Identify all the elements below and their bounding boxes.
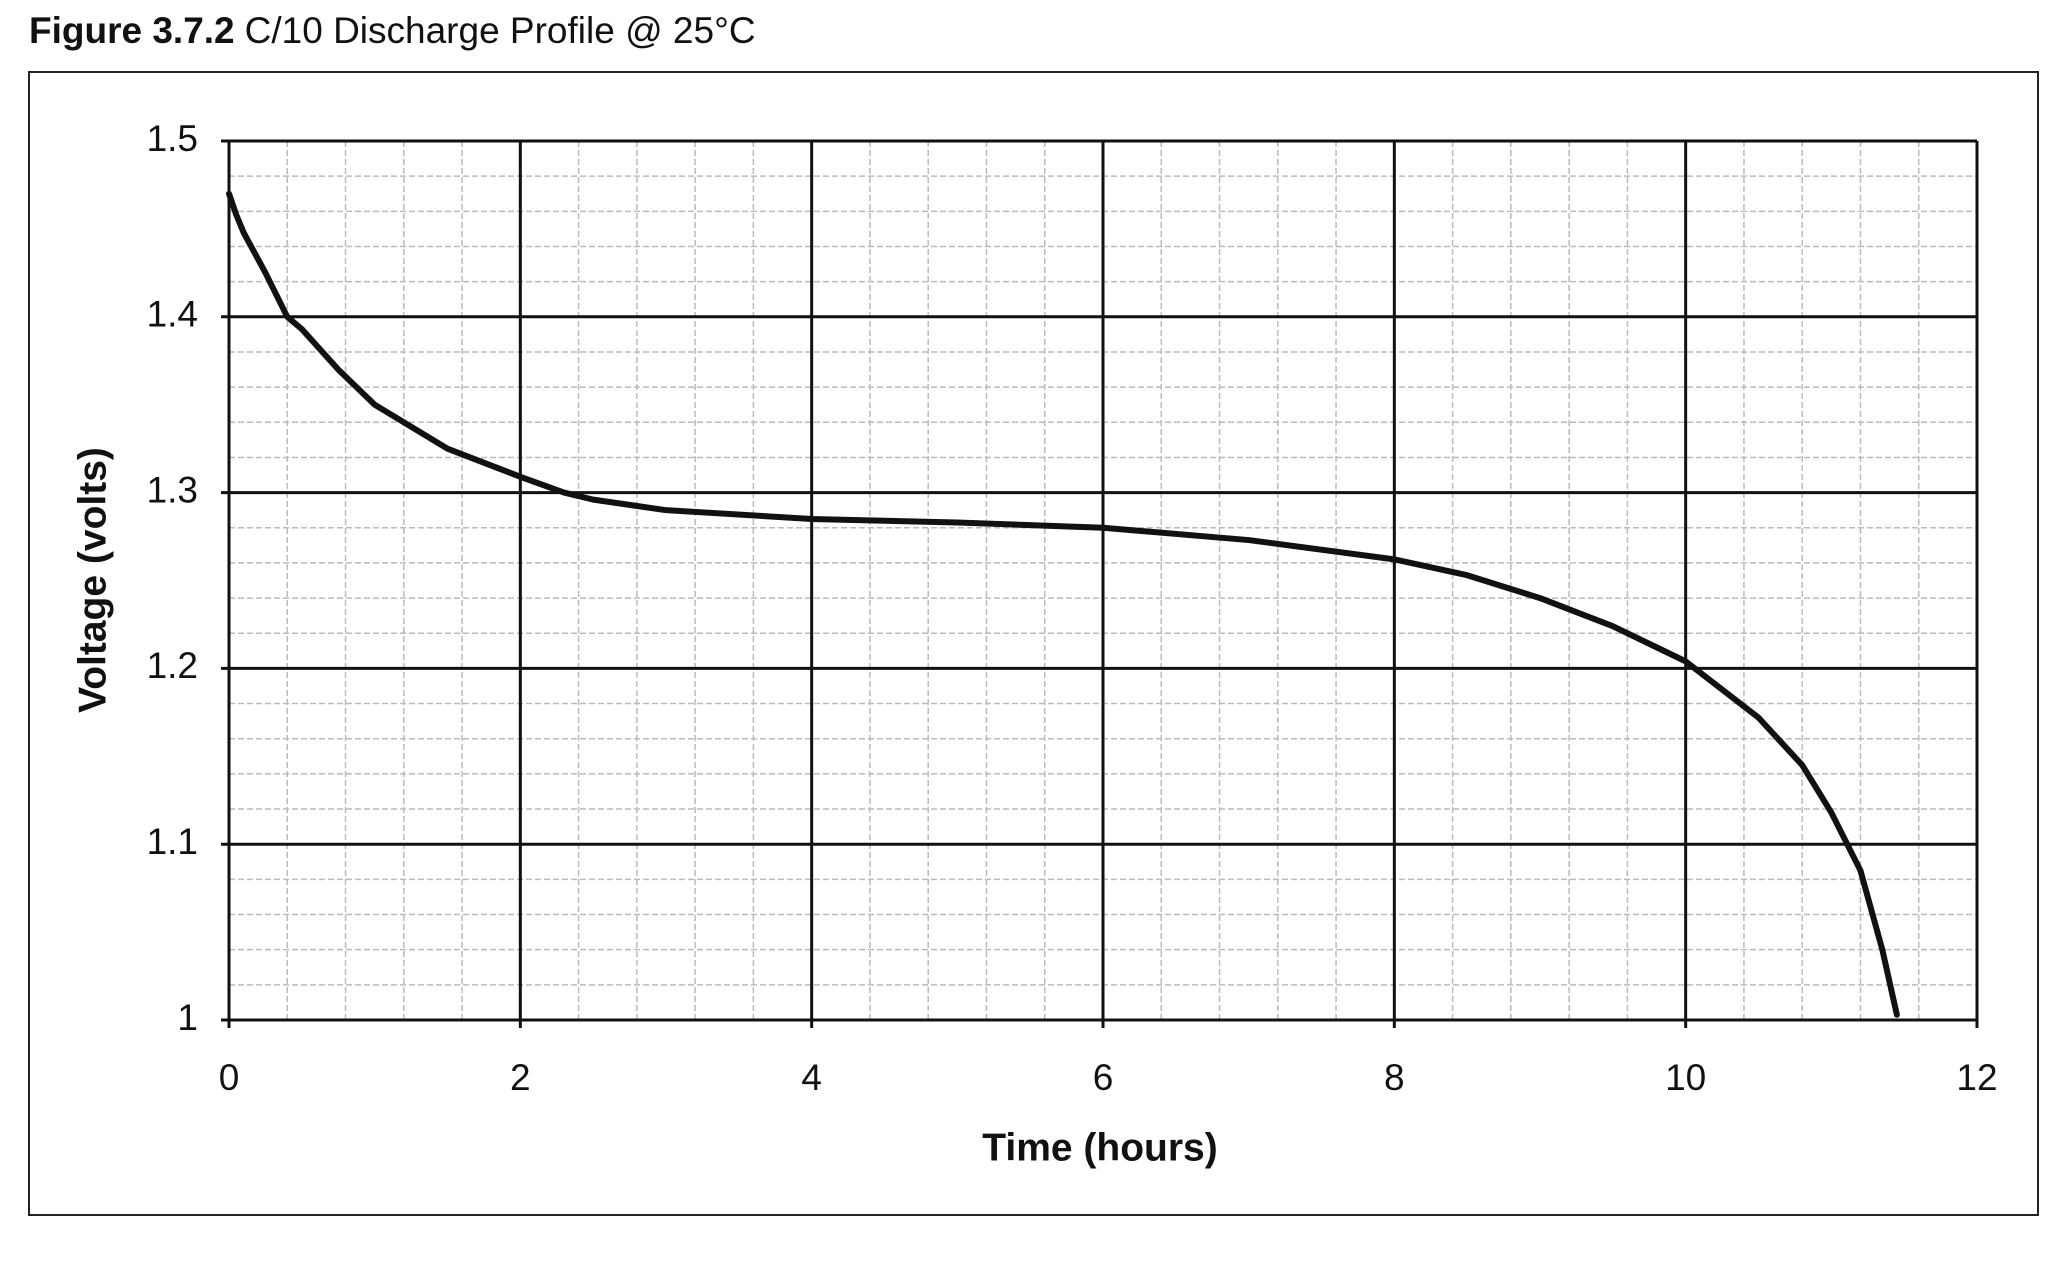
figure-label: Figure 3.7.2 <box>29 10 235 51</box>
major-grid <box>221 139 1979 1028</box>
x-tick-label: 4 <box>801 1057 822 1098</box>
chart-title: Figure 3.7.2 C/10 Discharge Profile @ 25°… <box>29 10 756 51</box>
y-tick-label: 1 <box>177 997 198 1038</box>
y-tick-label: 1.3 <box>147 469 198 510</box>
x-axis-label: Time (hours) <box>982 1126 1217 1169</box>
y-tick-label: 1.1 <box>147 821 198 862</box>
x-tick-label: 0 <box>219 1057 240 1098</box>
data-line <box>226 190 1900 1018</box>
y-tick-label: 1.2 <box>147 645 198 686</box>
y-tick-label: 1.4 <box>147 294 198 335</box>
title-text: C/10 Discharge Profile @ 25°C <box>245 10 756 51</box>
x-tick-label: 12 <box>1956 1057 1997 1098</box>
x-tick-label: 10 <box>1665 1057 1706 1098</box>
x-tick-label: 8 <box>1384 1057 1405 1098</box>
x-tick-label: 6 <box>1093 1057 1114 1098</box>
x-tick-label: 2 <box>510 1057 531 1098</box>
y-axis-label: Voltage (volts) <box>71 447 114 713</box>
y-tick-label: 1.5 <box>147 118 198 159</box>
frame <box>28 71 2039 1216</box>
